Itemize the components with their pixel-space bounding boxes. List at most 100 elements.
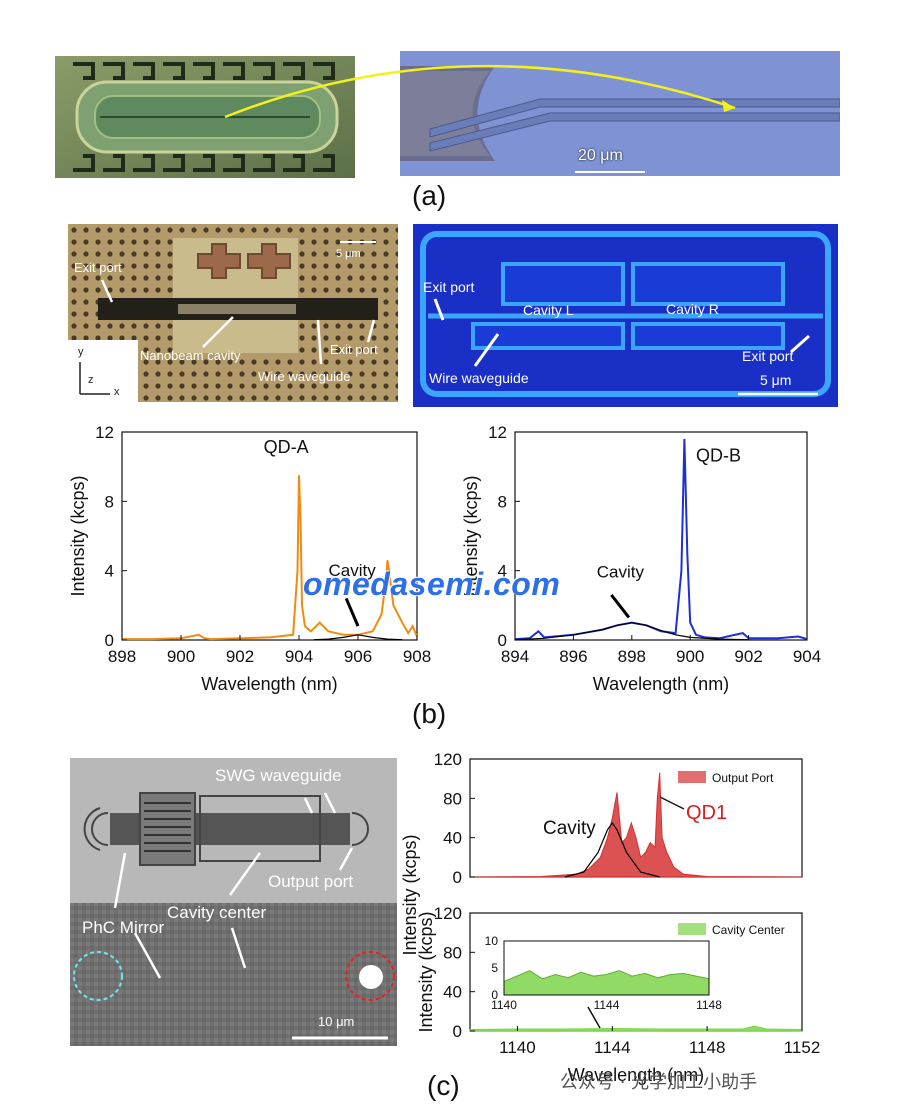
cavity-l-label: Cavity L	[523, 302, 574, 318]
annotation-qd1: QD1	[686, 802, 727, 824]
swg-label: SWG waveguide	[215, 766, 342, 785]
scale-label: 10 μm	[318, 1014, 355, 1029]
scale-label: 5 μm	[760, 372, 792, 388]
ytick-label-0: 0	[105, 631, 114, 650]
inset-xtick-label-1: 1144	[594, 998, 620, 1012]
series-line-1	[313, 634, 403, 641]
panel-a-waveguide-image: 20 μm	[400, 51, 840, 176]
ytick-label-0: 0	[453, 1022, 462, 1041]
legend-label: Output Port	[712, 771, 774, 785]
x-axis-label: Wavelength (nm)	[593, 674, 729, 694]
series-line-1	[564, 821, 660, 878]
cavity-r-label: Cavity R	[666, 301, 719, 317]
wire-waveguide-label: Wire waveguide	[429, 370, 529, 386]
nanobeam-cavity-label: Nanobeam cavity	[140, 348, 241, 363]
inset-ytick-label-0: 0	[491, 988, 498, 1002]
xtick-label-2: 898	[618, 647, 646, 666]
ytick-label-1: 40	[443, 829, 462, 848]
xtick-label-0: 1140	[499, 1038, 536, 1057]
xtick-label-0: 894	[501, 647, 529, 666]
inset-frame	[503, 940, 710, 996]
ytick-label-3: 12	[95, 423, 114, 442]
qd1-arrow	[659, 796, 685, 810]
xtick-label-2: 1148	[689, 1038, 726, 1057]
ytick-label-2: 80	[443, 943, 462, 962]
panel-b-right-image: Exit port Cavity L Cavity R Exit port Wi…	[413, 224, 838, 407]
xtick-label-1: 1144	[594, 1038, 631, 1057]
inset-xtick-label-0: 1140	[491, 998, 517, 1012]
xtick-label-2: 902	[226, 647, 254, 666]
cavity-center-label: Cavity center	[167, 903, 267, 922]
panel-b-left-arrows	[79, 241, 376, 395]
scale-label: 5 μm	[336, 248, 361, 260]
panel-a-label: (a)	[412, 180, 447, 211]
xtick-label-3: 900	[676, 647, 704, 666]
exit-port-left-label: Exit port	[423, 279, 475, 295]
watermark-text: omedasemi.com	[303, 566, 561, 602]
chart-c-top: 0 40 80 120 Output Port Cavity QD1	[434, 750, 803, 887]
xtick-label-1: 896	[559, 647, 587, 666]
x-axis-label: Wavelength (nm)	[568, 1065, 704, 1085]
waveguide-micrograph	[400, 51, 840, 176]
exit-port-left-label: Exit port	[74, 260, 122, 275]
legend-label: Cavity Center	[712, 923, 785, 937]
ytick-label-3: 12	[488, 423, 507, 442]
cavity-arrow	[610, 594, 631, 619]
inset-ytick-label-2: 10	[485, 934, 499, 948]
legend-swatch	[678, 923, 706, 935]
axis-z-label: z	[88, 374, 94, 386]
y-axis-label: Intensity (kcps)	[461, 475, 481, 596]
annotation-cavity: Cavity	[329, 561, 377, 580]
phc-mirror-label: PhC Mirror	[82, 918, 165, 937]
shared-y-axis-label: Intensity (kcps)	[400, 834, 420, 955]
x-axis-label: Wavelength (nm)	[201, 674, 337, 694]
panel-a-chip-image	[55, 56, 355, 178]
annotation-qd-a: QD-A	[264, 437, 309, 457]
series-line-0	[122, 475, 418, 641]
series-line-0	[514, 438, 808, 641]
inset-ytick-label-1: 5	[491, 961, 498, 975]
ytick-label-0: 0	[498, 631, 507, 650]
series-area-0	[469, 1025, 803, 1032]
xtick-label-0: 898	[108, 647, 136, 666]
ytick-label-3: 120	[434, 904, 462, 923]
panel-b-charts: 0 4 8 12 898 900 902 904 906 908 Wavelength (nm) In…	[68, 423, 821, 694]
legend-swatch	[678, 771, 706, 783]
wire-waveguide-label: Wire waveguide	[258, 369, 351, 384]
inset-xtick-label-2: 1148	[696, 998, 722, 1012]
xtick-label-3: 904	[285, 647, 313, 666]
yellow-arrow	[224, 64, 736, 119]
annotation-qd-b: QD-B	[696, 445, 741, 465]
ytick-label-2: 80	[443, 789, 462, 808]
scale-bar-label: 20 μm	[578, 147, 623, 164]
chart-b-left: 0 4 8 12 898 900 902 904 906 908 Wavelength (nm) In…	[68, 423, 431, 694]
exit-port-right-label: Exit port	[330, 342, 378, 357]
nanobeam-micrograph	[68, 224, 398, 402]
cavity-arrow	[344, 597, 360, 627]
output-port-label: Output port	[268, 872, 354, 891]
panel-b-label: (b)	[412, 698, 447, 729]
y-axis-label: Intensity (kcps)	[68, 475, 88, 596]
xtick-label-3: 1152	[784, 1038, 821, 1057]
ytick-label-1: 4	[498, 562, 507, 581]
chart-b-right: 0 4 8 12 894 896 898 900 902 904 Wavelength (nm) In…	[461, 423, 821, 694]
xtick-label-1: 900	[167, 647, 195, 666]
panel-b-left-image: Exit port 5 μm Nanobeam cavity Exit port…	[68, 224, 398, 402]
plot-frame	[121, 431, 418, 641]
chip-micrograph	[55, 56, 355, 178]
xtick-label-4: 906	[344, 647, 372, 666]
series-line-1	[514, 622, 749, 641]
ytick-label-0: 0	[453, 868, 462, 887]
series-area-0	[469, 772, 803, 878]
wechat-watermark: 公众号 · 光学加工小助手	[560, 1072, 758, 1093]
ytick-label-1: 40	[443, 983, 462, 1002]
ytick-label-3: 120	[434, 750, 462, 769]
swg-micrograph	[70, 758, 397, 1046]
xtick-label-5: 908	[403, 647, 431, 666]
chart-c-bottom: 0 40 80 120 1140 1144 1148 1152 Wavelength (nm) I…	[400, 834, 820, 1085]
annotation-cavity: Cavity	[543, 818, 596, 839]
ytick-label-1: 4	[105, 562, 114, 581]
inset-area	[503, 970, 710, 996]
xtick-label-4: 902	[734, 647, 762, 666]
inset-arrow	[587, 1006, 601, 1029]
